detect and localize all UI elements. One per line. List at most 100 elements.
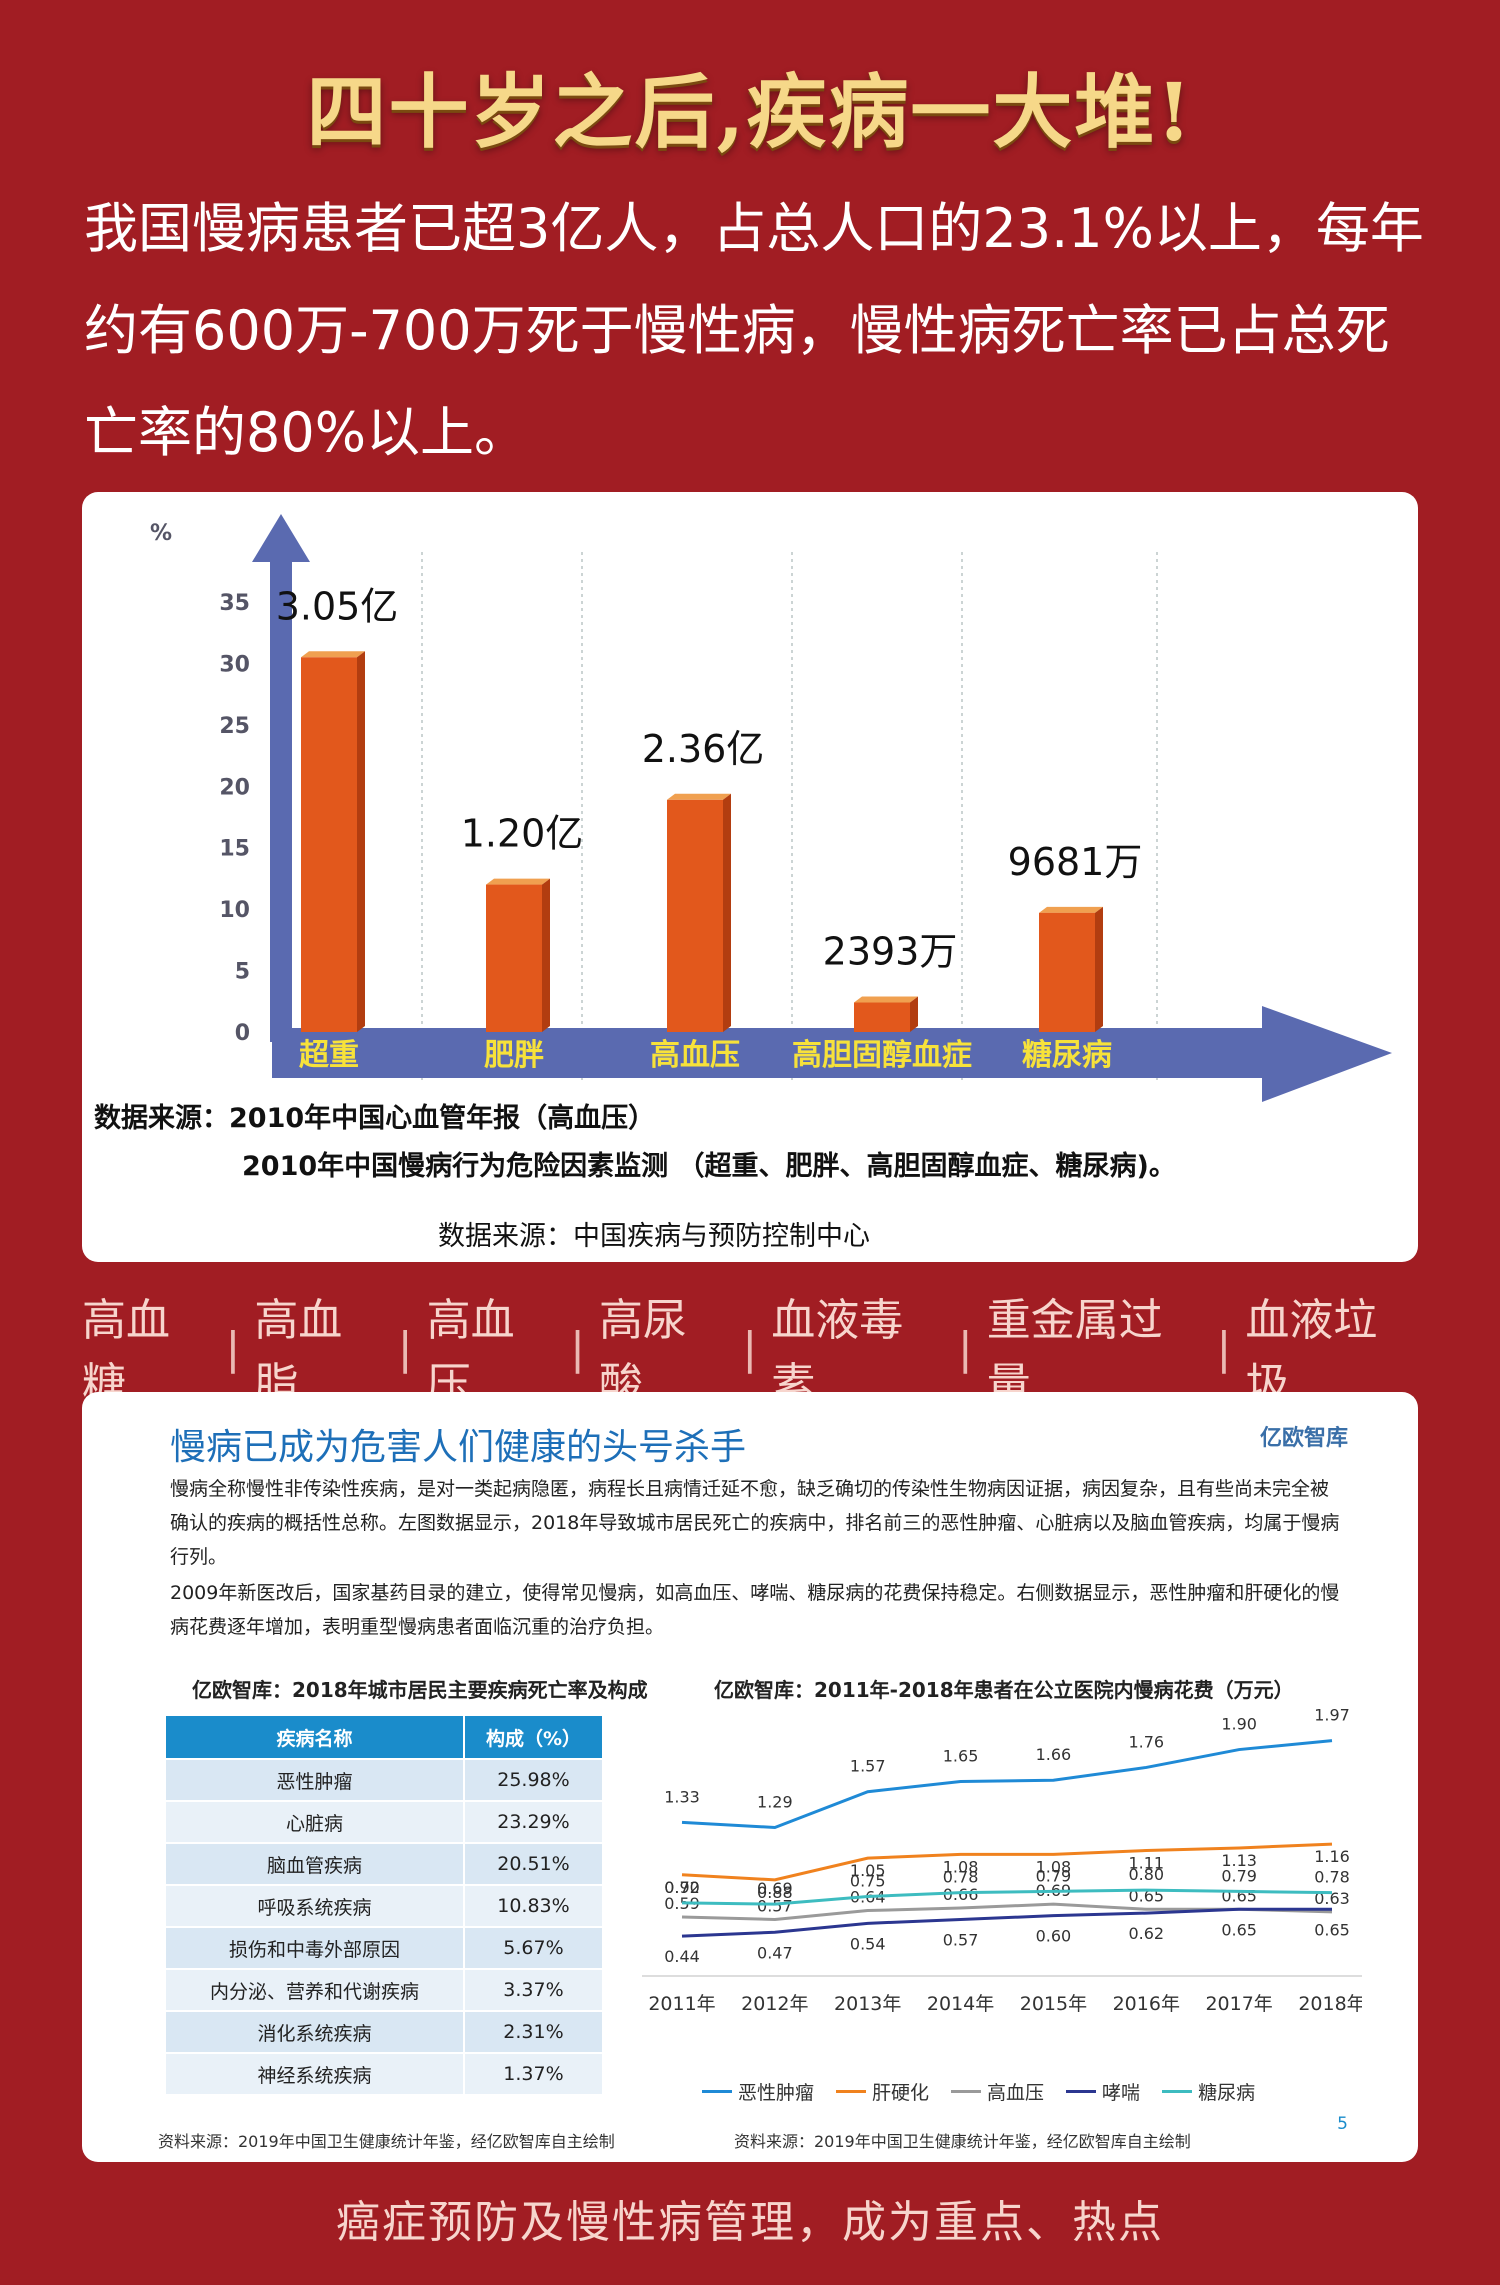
- bar: [854, 1002, 910, 1032]
- footer-text: 癌症预防及慢性病管理，成为重点、热点: [336, 2197, 1164, 2248]
- risk-item: 重金属过量: [986, 1295, 1163, 1410]
- legend-item: 肝硬化: [836, 2078, 929, 2105]
- point-label: 1.16: [1314, 1847, 1350, 1866]
- x-tick-label: 2015年: [1020, 1993, 1087, 2015]
- page-number: 5: [1337, 2114, 1348, 2134]
- point-label: 0.54: [850, 1934, 886, 1953]
- bar-side: [357, 651, 365, 1032]
- point-label: 1.66: [1036, 1745, 1072, 1764]
- chronic-disease-report-card: 慢病已成为危害人们健康的头号杀手 亿欧智库 慢病全称慢性非传染性疾病，是对一类起…: [82, 1392, 1418, 2162]
- bar: [486, 884, 542, 1032]
- x-axis-arrow: [1262, 1006, 1392, 1102]
- point-label: 0.79: [1036, 1866, 1072, 1885]
- separator: |: [397, 1322, 413, 1374]
- point-label: 1.11: [1128, 1854, 1164, 1873]
- source-right: 资料来源：2019年中国卫生健康统计年鉴，经亿欧智库自主绘制: [734, 2132, 1191, 2151]
- legend-swatch: [836, 2090, 867, 2093]
- y-tick-label: 15: [219, 837, 250, 862]
- data-label: 1.20亿: [461, 812, 584, 856]
- report-paragraph-2: 2009年新医改后，国家基药目录的建立，使得常见慢病，如高血压、哮喘、糖尿病的花…: [170, 1582, 1340, 1638]
- point-label: 1.05: [850, 1861, 886, 1880]
- point-label: 0.92: [664, 1878, 700, 1897]
- category-label: 高胆固醇血症: [792, 1038, 972, 1073]
- point-label: 0.60: [1036, 1927, 1072, 1946]
- table-cell: 损伤和中毒外部原因: [164, 1926, 465, 1970]
- bar-side: [1095, 906, 1103, 1032]
- y-tick-label: 30: [219, 652, 250, 677]
- y-axis: [270, 542, 292, 1042]
- point-label: 0.75: [850, 1872, 886, 1891]
- category-label: 高血压: [650, 1038, 740, 1073]
- table-cell: 5.67%: [462, 1926, 605, 1970]
- series-line: [681, 1888, 1333, 1906]
- bar: [667, 799, 723, 1032]
- bar-side: [542, 878, 550, 1032]
- table-header: 构成（%）: [462, 1714, 605, 1760]
- bar: [1039, 912, 1095, 1032]
- point-label: 0.62: [1128, 1924, 1164, 1943]
- point-label: 0.80: [1128, 1865, 1164, 1884]
- separator: |: [225, 1322, 241, 1374]
- point-label: 0.66: [943, 1885, 979, 1904]
- table-row: 心脏病 23.29%: [164, 1800, 605, 1844]
- table-cell: 2.31%: [462, 2010, 605, 2054]
- point-label: 1.57: [850, 1757, 886, 1776]
- bar-top: [486, 878, 550, 885]
- source-line-1: 数据来源：2010年中国心血管年报（高血压）: [94, 1103, 656, 1134]
- source-left: 资料来源：2019年中国卫生健康统计年鉴，经亿欧智库自主绘制: [158, 2132, 615, 2151]
- table-cell: 25.98%: [462, 1758, 605, 1802]
- y-tick-label: 20: [219, 775, 250, 800]
- x-tick-label: 2014年: [927, 1993, 994, 2015]
- bar-top: [854, 996, 918, 1003]
- point-label: 0.47: [757, 1943, 793, 1962]
- line-chart-legend: 恶性肿瘤 肝硬化 高血压 哮喘 糖尿病: [702, 2078, 1255, 2105]
- legend-label: 恶性肿瘤: [738, 2082, 815, 2104]
- bar-side: [910, 996, 918, 1032]
- legend-swatch: [951, 2090, 982, 2093]
- legend-swatch: [1066, 2090, 1097, 2093]
- point-label: 0.88: [757, 1883, 793, 1902]
- table-cell: 23.29%: [462, 1800, 605, 1844]
- bar: [301, 657, 357, 1032]
- table-cell: 心脏病: [164, 1800, 465, 1844]
- separator: |: [1216, 1322, 1232, 1374]
- death-rate-table: 疾病名称 构成（%） 恶性肿瘤 25.98% 心脏病 23.29% 脑血管疾病 20.51…: [164, 1714, 605, 2096]
- legend-label: 哮喘: [1102, 2082, 1141, 2104]
- table-cell: 20.51%: [462, 1842, 605, 1886]
- point-label: 0.65: [1221, 1886, 1257, 1905]
- risk-item: 血液垃圾: [1245, 1295, 1378, 1410]
- source-line-2: 2010年中国慢病行为危险因素监测 （超重、肥胖、高胆固醇血症、糖尿病)。: [242, 1151, 1176, 1182]
- point-label: 1.90: [1221, 1715, 1257, 1734]
- source-line-3: 数据来源：中国疾病与预防控制中心: [438, 1221, 870, 1252]
- point-label: 0.65: [1221, 1920, 1257, 1939]
- legend-item: 恶性肿瘤: [702, 2078, 814, 2105]
- x-tick-label: 2017年: [1205, 1993, 1272, 2015]
- data-label: 3.05亿: [276, 584, 399, 628]
- point-label: 0.57: [757, 1897, 793, 1916]
- y-tick-label: 0: [235, 1021, 250, 1046]
- table-cell: 10.83%: [462, 1884, 605, 1928]
- table-cell: 神经系统疾病: [164, 2052, 465, 2096]
- point-label: 0.78: [943, 1868, 979, 1887]
- legend-label: 糖尿病: [1198, 2082, 1256, 2104]
- point-label: 0.70: [664, 1878, 700, 1897]
- bar-side: [723, 793, 731, 1032]
- y-tick-label: 10: [219, 898, 250, 923]
- legend-label: 高血压: [987, 2082, 1045, 2104]
- x-tick-label: 2018年: [1298, 1993, 1362, 2015]
- risk-item: 高血糖: [82, 1295, 170, 1410]
- table-cell: 内分泌、营养和代谢疾病: [164, 1968, 465, 2012]
- table-row: 内分泌、营养和代谢疾病 3.37%: [164, 1968, 605, 2012]
- point-label: 0.44: [664, 1947, 700, 1966]
- point-label: 0.78: [1314, 1868, 1350, 1887]
- category-band: [272, 1028, 1272, 1078]
- point-label: 1.08: [943, 1857, 979, 1876]
- legend-item: 糖尿病: [1162, 2078, 1255, 2105]
- x-tick-label: 2016年: [1113, 1993, 1180, 2015]
- table-cell: 消化系统疾病: [164, 2010, 465, 2054]
- data-label: 2393万: [823, 930, 958, 974]
- legend-label: 肝硬化: [872, 2082, 930, 2104]
- table-row: 消化系统疾病 2.31%: [164, 2010, 605, 2054]
- x-tick-label: 2013年: [834, 1993, 901, 2015]
